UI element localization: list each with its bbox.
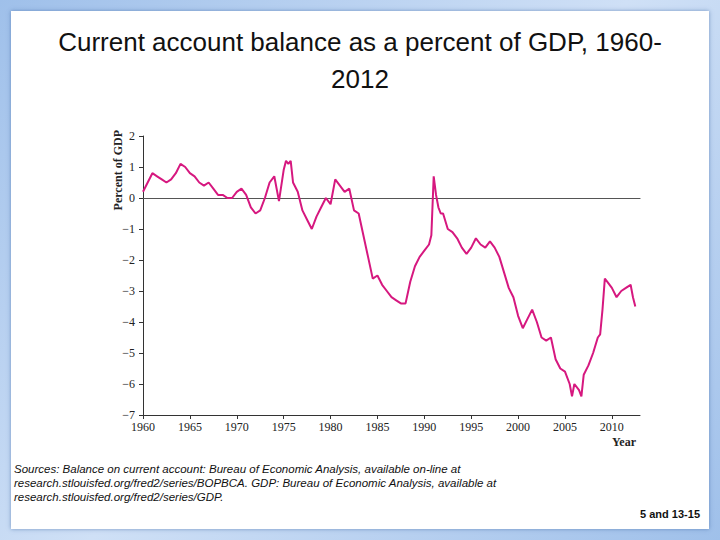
html-text:5 and 13-15: 5 and 13-15 <box>640 508 700 520</box>
svg-text:1: 1 <box>129 160 135 174</box>
svg-text:0: 0 <box>129 191 135 205</box>
html-text:Sources: Balance on current ac: Sources: Balance on current account: Bur… <box>14 463 461 475</box>
svg-text:1985: 1985 <box>365 420 389 434</box>
svg-text:−6: −6 <box>122 377 135 391</box>
svg-text:1995: 1995 <box>459 420 483 434</box>
svg-text:−7: −7 <box>122 408 135 422</box>
svg-text:−3: −3 <box>122 284 135 298</box>
svg-text:2: 2 <box>129 129 135 143</box>
html-text:Current account balance as a p: Current account balance as a percent of … <box>58 27 662 94</box>
svg-text:−2: −2 <box>122 253 135 267</box>
svg-text:2005: 2005 <box>553 420 577 434</box>
svg-text:1990: 1990 <box>412 420 436 434</box>
svg-text:1975: 1975 <box>272 420 296 434</box>
html-text:research.stlouisfed.org/fred2/: research.stlouisfed.org/fred2/series/GDP… <box>14 491 224 503</box>
svg-text:Percent of GDP: Percent of GDP <box>111 130 125 210</box>
svg-text:Year: Year <box>612 435 637 449</box>
svg-text:1960: 1960 <box>131 420 155 434</box>
svg-text:−5: −5 <box>122 346 135 360</box>
svg-text:−4: −4 <box>122 315 135 329</box>
svg-text:2000: 2000 <box>506 420 530 434</box>
svg-text:1965: 1965 <box>178 420 202 434</box>
svg-text:−1: −1 <box>122 222 135 236</box>
svg-text:2010: 2010 <box>600 420 624 434</box>
svg-text:1980: 1980 <box>319 420 343 434</box>
svg-text:1970: 1970 <box>225 420 249 434</box>
html-text:research.stlouisfed.org/fred2/: research.stlouisfed.org/fred2/series/BOP… <box>14 477 497 489</box>
